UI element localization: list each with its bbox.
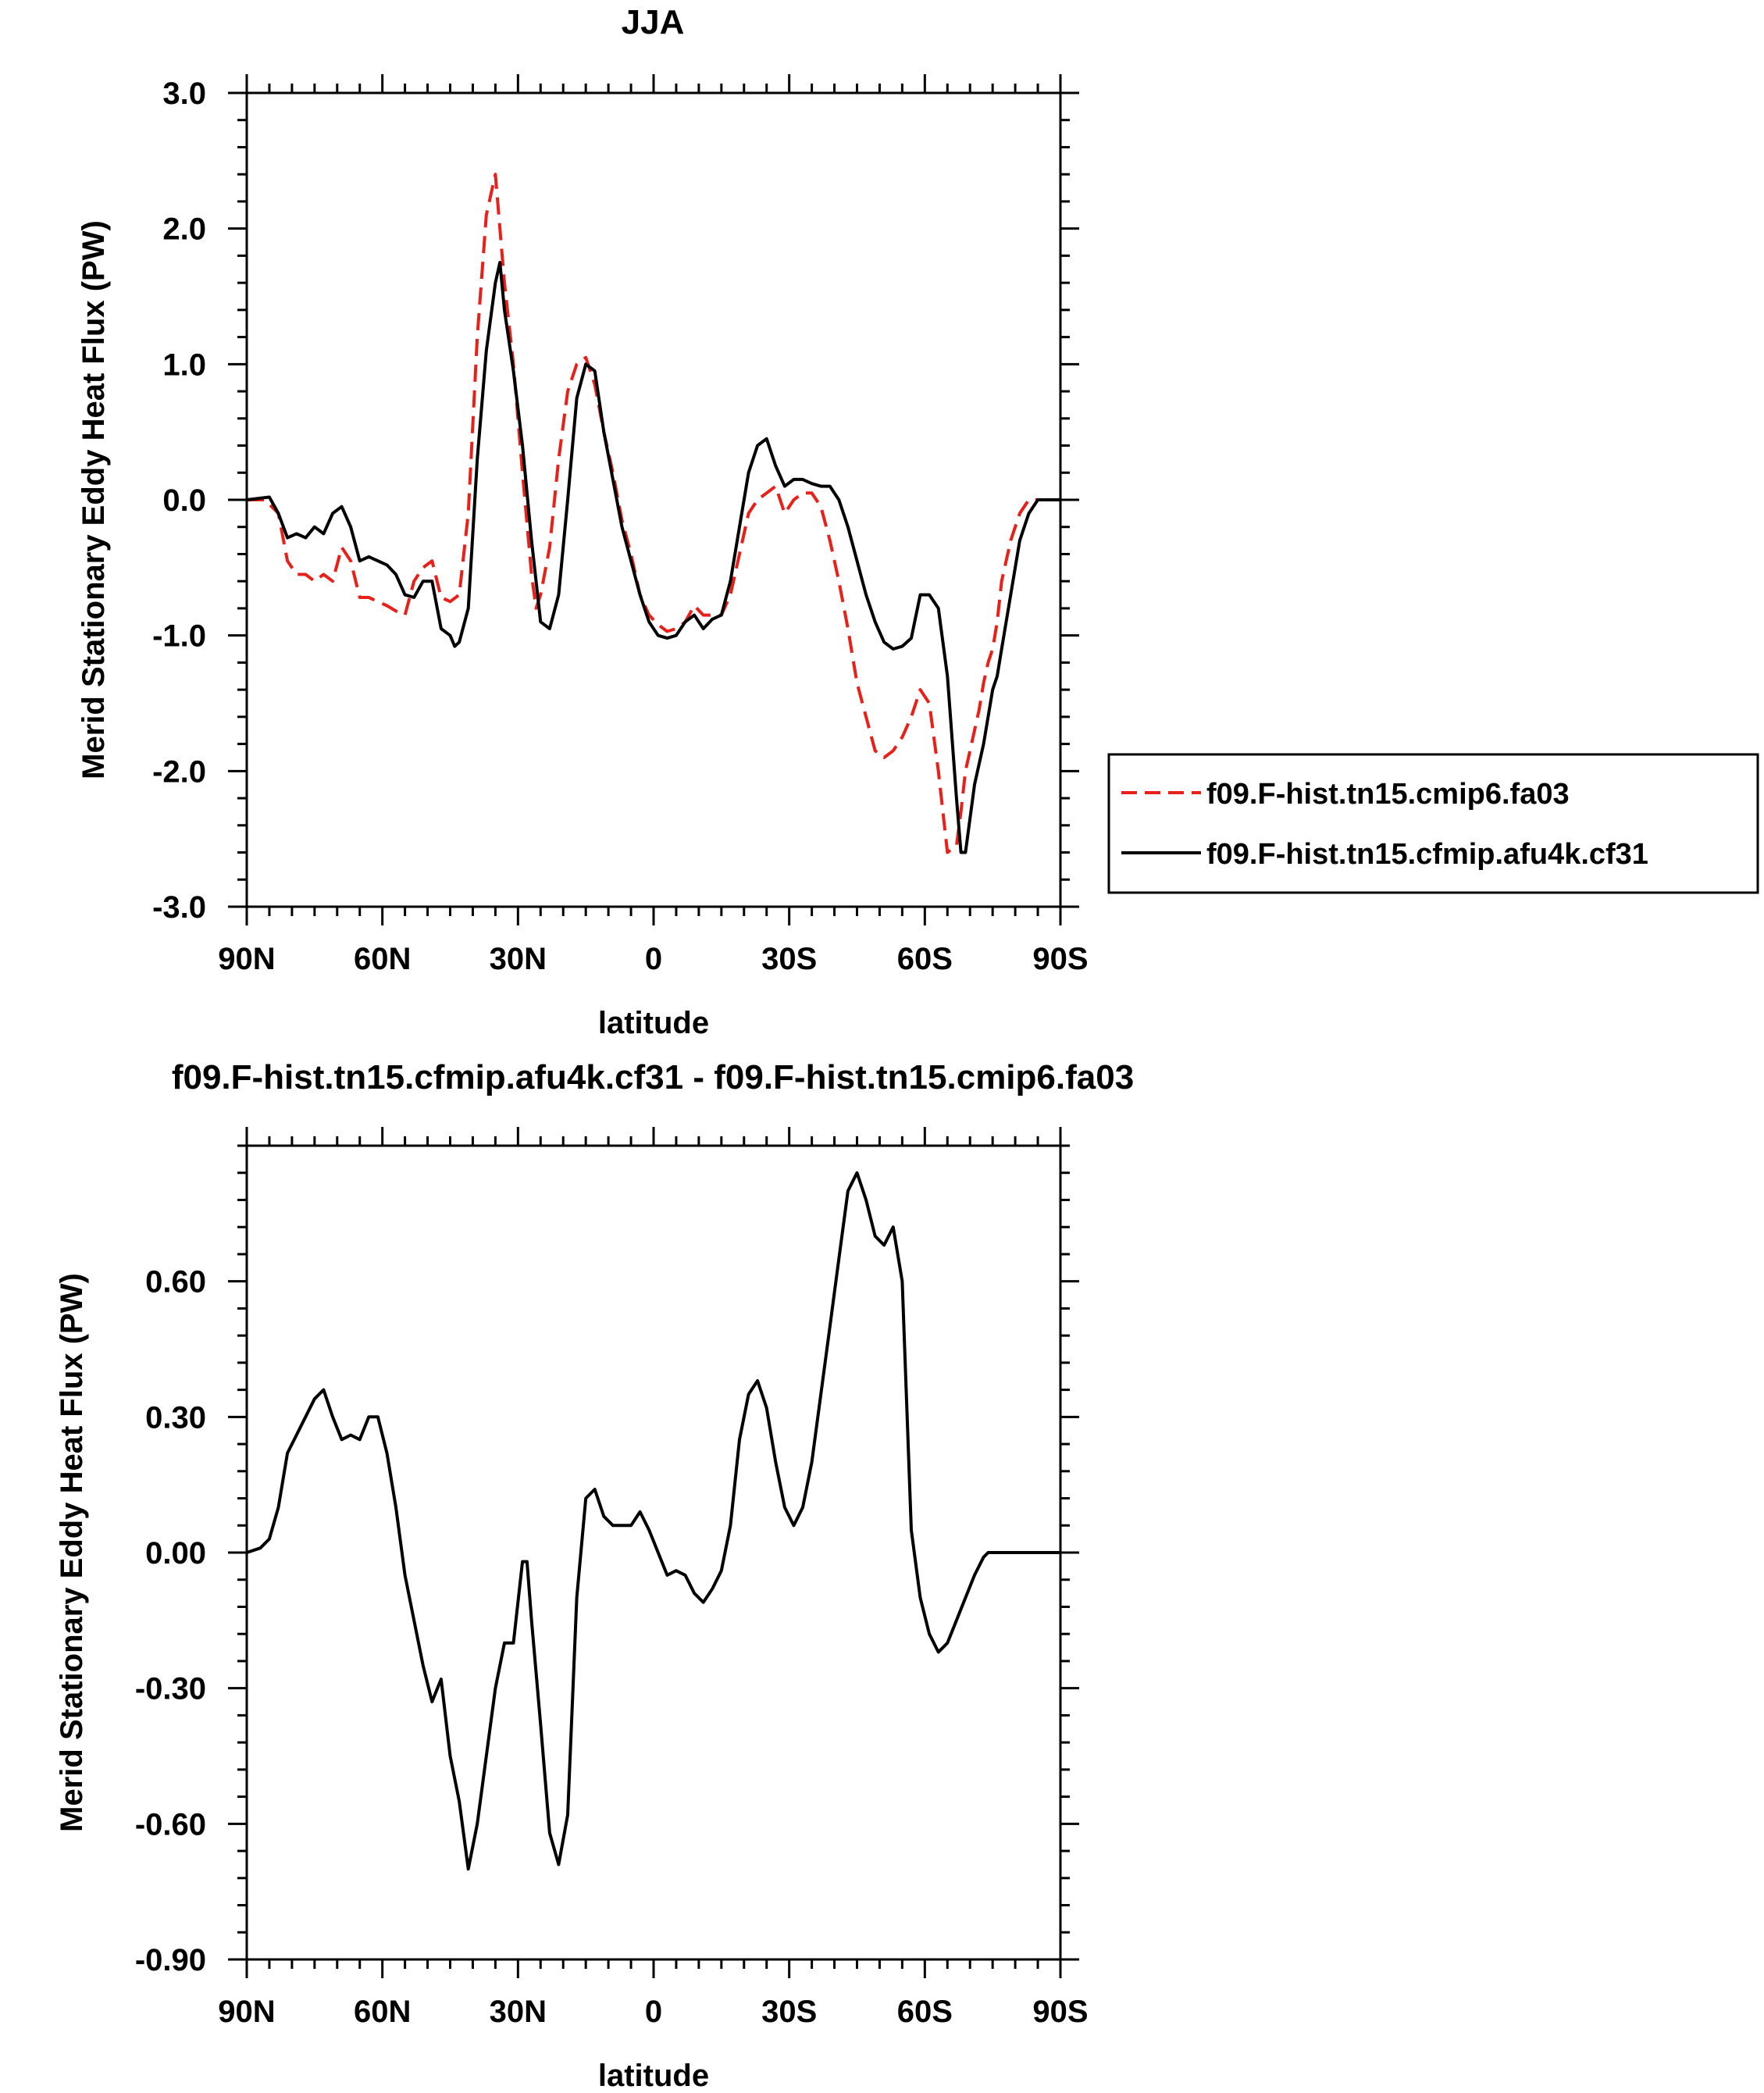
bottom-plot-frame (245, 1144, 1062, 1961)
top-plot-frame (245, 91, 1062, 908)
top-x-tick-label: 60S (897, 942, 953, 976)
legend: f09.F-hist.tn15.cmip6.fa03 f09.F-hist.tn… (1107, 753, 1759, 894)
bottom-chart-title: f09.F-hist.tn15.cfmip.afu4k.cf31 - f09.F… (172, 1058, 1134, 1096)
bottom-x-tick-label: 90N (218, 1995, 275, 2029)
top-y-tick-label: 0.0 (162, 483, 206, 518)
top-x-tick-label: 90N (218, 942, 275, 976)
top-y-tick-label: -1.0 (152, 619, 206, 654)
bottom-x-tick-label: 30N (490, 1995, 547, 2029)
top-chart-title: JJA (622, 3, 685, 41)
bottom-y-tick-label: -0.30 (135, 1672, 206, 1706)
bottom-x-tick-label: 90S (1032, 1995, 1088, 2029)
bottom-chart-panel: f09.F-hist.tn15.cfmip.afu4k.cf31 - f09.F… (55, 1058, 1134, 2093)
bottom-x-tick-label: 60N (354, 1995, 411, 2029)
top-x-axis-label: latitude (598, 1006, 709, 1040)
top-x-tick-label: 30S (761, 942, 817, 976)
top-x-tick-label: 90S (1032, 942, 1088, 976)
top-axis-ticks (228, 74, 1079, 925)
top-x-tick-label: 60N (354, 942, 411, 976)
top-series-line-0 (247, 173, 1060, 854)
top-series-line-1 (246, 261, 1060, 854)
bottom-x-tick-label: 60S (897, 1995, 953, 2029)
top-x-tick-label: 30N (490, 942, 547, 976)
bottom-axis-ticks (228, 1127, 1079, 1978)
bottom-y-tick-label: -0.60 (135, 1807, 206, 1842)
bottom-y-tick-label: -0.90 (135, 1943, 206, 1977)
top-y-tick-label: 1.0 (162, 348, 206, 382)
top-x-tick-labels: 90N 60N 30N 0 30S 60S 90S (218, 942, 1088, 976)
bottom-y-axis-label: Merid Stationary Eddy Heat Flux (PW) (55, 1273, 89, 1832)
top-y-axis-label: Merid Stationary Eddy Heat Flux (PW) (77, 220, 111, 779)
bottom-series-group (246, 1171, 1060, 1871)
bottom-x-tick-label: 30S (761, 1995, 817, 2029)
bottom-y-tick-labels: 0.60 0.30 0.00 -0.30 -0.60 -0.90 (135, 1265, 206, 1977)
legend-label-cfmip: f09.F-hist.tn15.cfmip.afu4k.cf31 (1206, 838, 1648, 871)
legend-box (1107, 753, 1759, 894)
top-y-tick-label: -2.0 (152, 754, 206, 789)
bottom-x-tick-labels: 90N 60N 30N 0 30S 60S 90S (218, 1995, 1088, 2029)
top-series-group (246, 173, 1060, 854)
top-chart-panel: JJA 3.0 2.0 1.0 0.0 -1.0 -2.0 -3.0 90N 60N 30N 0 3… (77, 3, 1759, 1040)
legend-label-cmip6: f09.F-hist.tn15.cmip6.fa03 (1206, 778, 1570, 811)
bottom-y-tick-label: 0.00 (145, 1536, 206, 1571)
top-y-tick-label: 3.0 (162, 77, 206, 111)
top-y-tick-label: 2.0 (162, 212, 206, 247)
bottom-series-line-0 (246, 1171, 1060, 1871)
top-y-tick-label: -3.0 (152, 890, 206, 925)
bottom-x-tick-label: 0 (645, 1995, 662, 2029)
top-y-tick-labels: 3.0 2.0 1.0 0.0 -1.0 -2.0 -3.0 (152, 77, 206, 925)
top-x-tick-label: 0 (645, 942, 662, 976)
bottom-y-tick-label: 0.30 (145, 1400, 206, 1435)
bottom-y-tick-label: 0.60 (145, 1265, 206, 1300)
bottom-x-axis-label: latitude (598, 2059, 709, 2093)
